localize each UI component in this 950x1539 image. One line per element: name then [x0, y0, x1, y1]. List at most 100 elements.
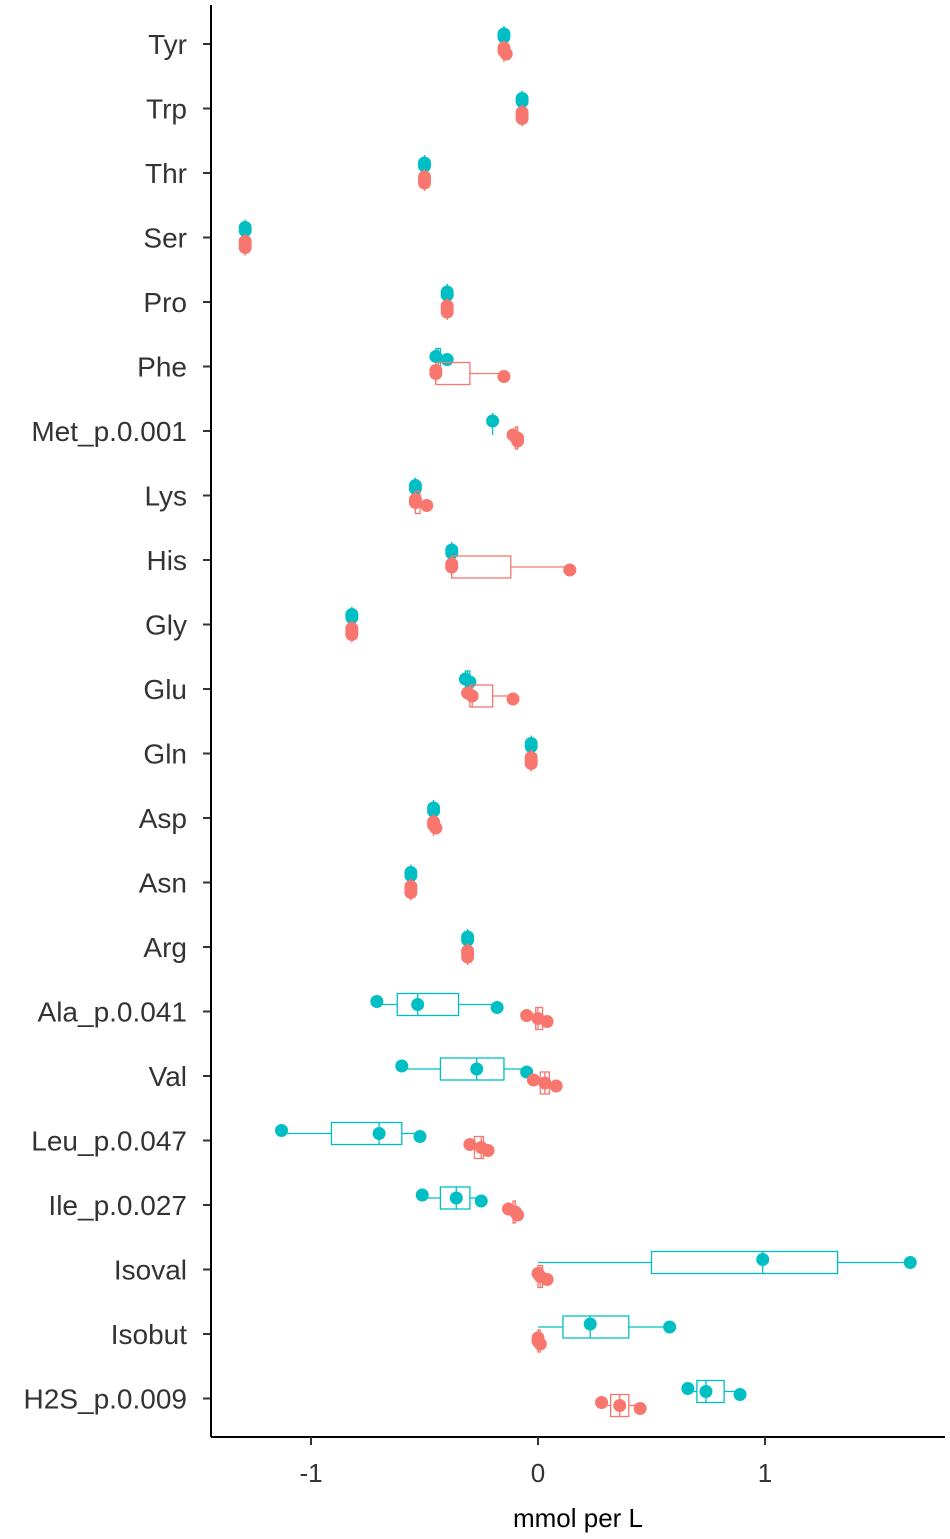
data-point	[733, 1388, 747, 1401]
y-tick-label: Asp	[139, 803, 187, 834]
y-tick-label: Gln	[143, 739, 187, 770]
data-point	[563, 563, 577, 577]
data-point	[499, 47, 513, 61]
data-point	[549, 1079, 563, 1093]
data-point	[490, 1001, 504, 1014]
data-point	[461, 933, 475, 947]
data-point	[613, 1399, 627, 1412]
data-point	[418, 159, 431, 173]
y-tick-label: Phe	[137, 352, 187, 383]
y-tick-label: Gly	[145, 610, 187, 641]
data-point	[583, 1317, 597, 1331]
data-point	[345, 628, 359, 641]
data-point	[463, 1138, 477, 1151]
box-rect	[650, 1250, 839, 1275]
data-point	[465, 689, 479, 703]
y-tick-label: Ala_p.0.041	[38, 997, 187, 1028]
y-tick-label: Ser	[143, 223, 187, 254]
box-rect	[330, 1121, 403, 1146]
y-tick-label: Lys	[144, 481, 187, 512]
data-point	[756, 1253, 770, 1266]
data-point	[395, 1059, 409, 1073]
y-tick-label: Thr	[145, 158, 187, 189]
series-group	[238, 26, 917, 1404]
data-point	[408, 496, 422, 509]
x-tick-label: 1	[758, 1458, 772, 1488]
y-tick-label: Glu	[143, 674, 187, 705]
data-point	[524, 757, 538, 770]
data-point	[440, 353, 454, 366]
data-point	[461, 950, 475, 964]
data-point	[411, 998, 425, 1011]
data-point	[238, 241, 252, 254]
data-point	[440, 305, 454, 319]
y-tick-label: Met_p.0.001	[31, 416, 187, 447]
y-tick-label: H2S_p.0.009	[24, 1384, 187, 1415]
data-point	[429, 821, 443, 835]
data-point	[538, 1076, 552, 1090]
y-tick-label: His	[147, 545, 187, 576]
data-point	[515, 95, 529, 108]
data-point	[903, 1256, 917, 1269]
x-axis-ticks: -1 0 1	[299, 1437, 772, 1488]
y-tick-label: Tyr	[148, 29, 187, 60]
data-point	[540, 1273, 554, 1286]
data-point	[515, 112, 529, 125]
data-point	[440, 288, 454, 302]
box-rect	[451, 555, 512, 579]
data-point	[470, 1062, 484, 1076]
plot-marks	[238, 26, 917, 1418]
series-group	[238, 40, 647, 1418]
data-point	[524, 740, 538, 753]
data-point	[633, 1402, 647, 1415]
data-point	[345, 611, 359, 624]
y-tick-label: Leu_p.0.047	[31, 1126, 187, 1157]
data-point	[486, 414, 500, 428]
y-axis-ticks	[203, 43, 211, 1400]
data-point	[445, 560, 459, 574]
x-tick-label: 0	[531, 1458, 545, 1488]
y-tick-label: Isobut	[111, 1319, 187, 1350]
box-rect	[396, 992, 460, 1017]
y-tick-label: Asn	[139, 868, 187, 899]
data-point	[420, 499, 434, 512]
x-tick-label: -1	[299, 1458, 322, 1488]
data-point	[506, 692, 520, 706]
y-tick-label: Pro	[143, 287, 187, 318]
data-point	[540, 1015, 554, 1028]
data-point	[474, 1194, 488, 1208]
data-point	[404, 886, 418, 899]
box-rect	[439, 1057, 505, 1081]
data-point	[404, 869, 418, 882]
data-point	[497, 370, 511, 383]
data-point	[681, 1382, 695, 1395]
y-tick-label: Isoval	[114, 1255, 187, 1286]
data-point	[449, 1191, 463, 1205]
y-tick-label: Trp	[146, 94, 187, 125]
data-point	[370, 995, 384, 1008]
data-point	[427, 804, 441, 818]
y-tick-label: Ile_p.0.027	[48, 1190, 187, 1221]
data-point	[520, 1009, 534, 1022]
data-point	[497, 30, 511, 44]
data-point	[274, 1124, 288, 1137]
data-point	[413, 1130, 427, 1143]
y-tick-label: Arg	[143, 932, 187, 963]
box-rect	[696, 1379, 725, 1404]
x-axis-title: mmol per L	[513, 1503, 643, 1533]
data-point	[415, 1188, 429, 1202]
box-rect	[562, 1315, 630, 1339]
data-point	[418, 176, 431, 190]
y-axis-labels: Tyr Trp Thr Ser Pro Phe Met_p.0.001 Lys His Gly Gl…	[24, 29, 188, 1415]
data-point	[699, 1385, 713, 1398]
data-point	[429, 350, 443, 363]
data-point	[238, 224, 252, 237]
data-point	[372, 1127, 386, 1140]
data-point	[511, 1208, 525, 1222]
data-point	[526, 1073, 540, 1087]
data-point	[533, 1337, 547, 1351]
y-tick-label: Val	[149, 1061, 187, 1092]
data-point	[429, 367, 443, 380]
data-point	[595, 1396, 609, 1409]
box-rect	[439, 1186, 471, 1210]
